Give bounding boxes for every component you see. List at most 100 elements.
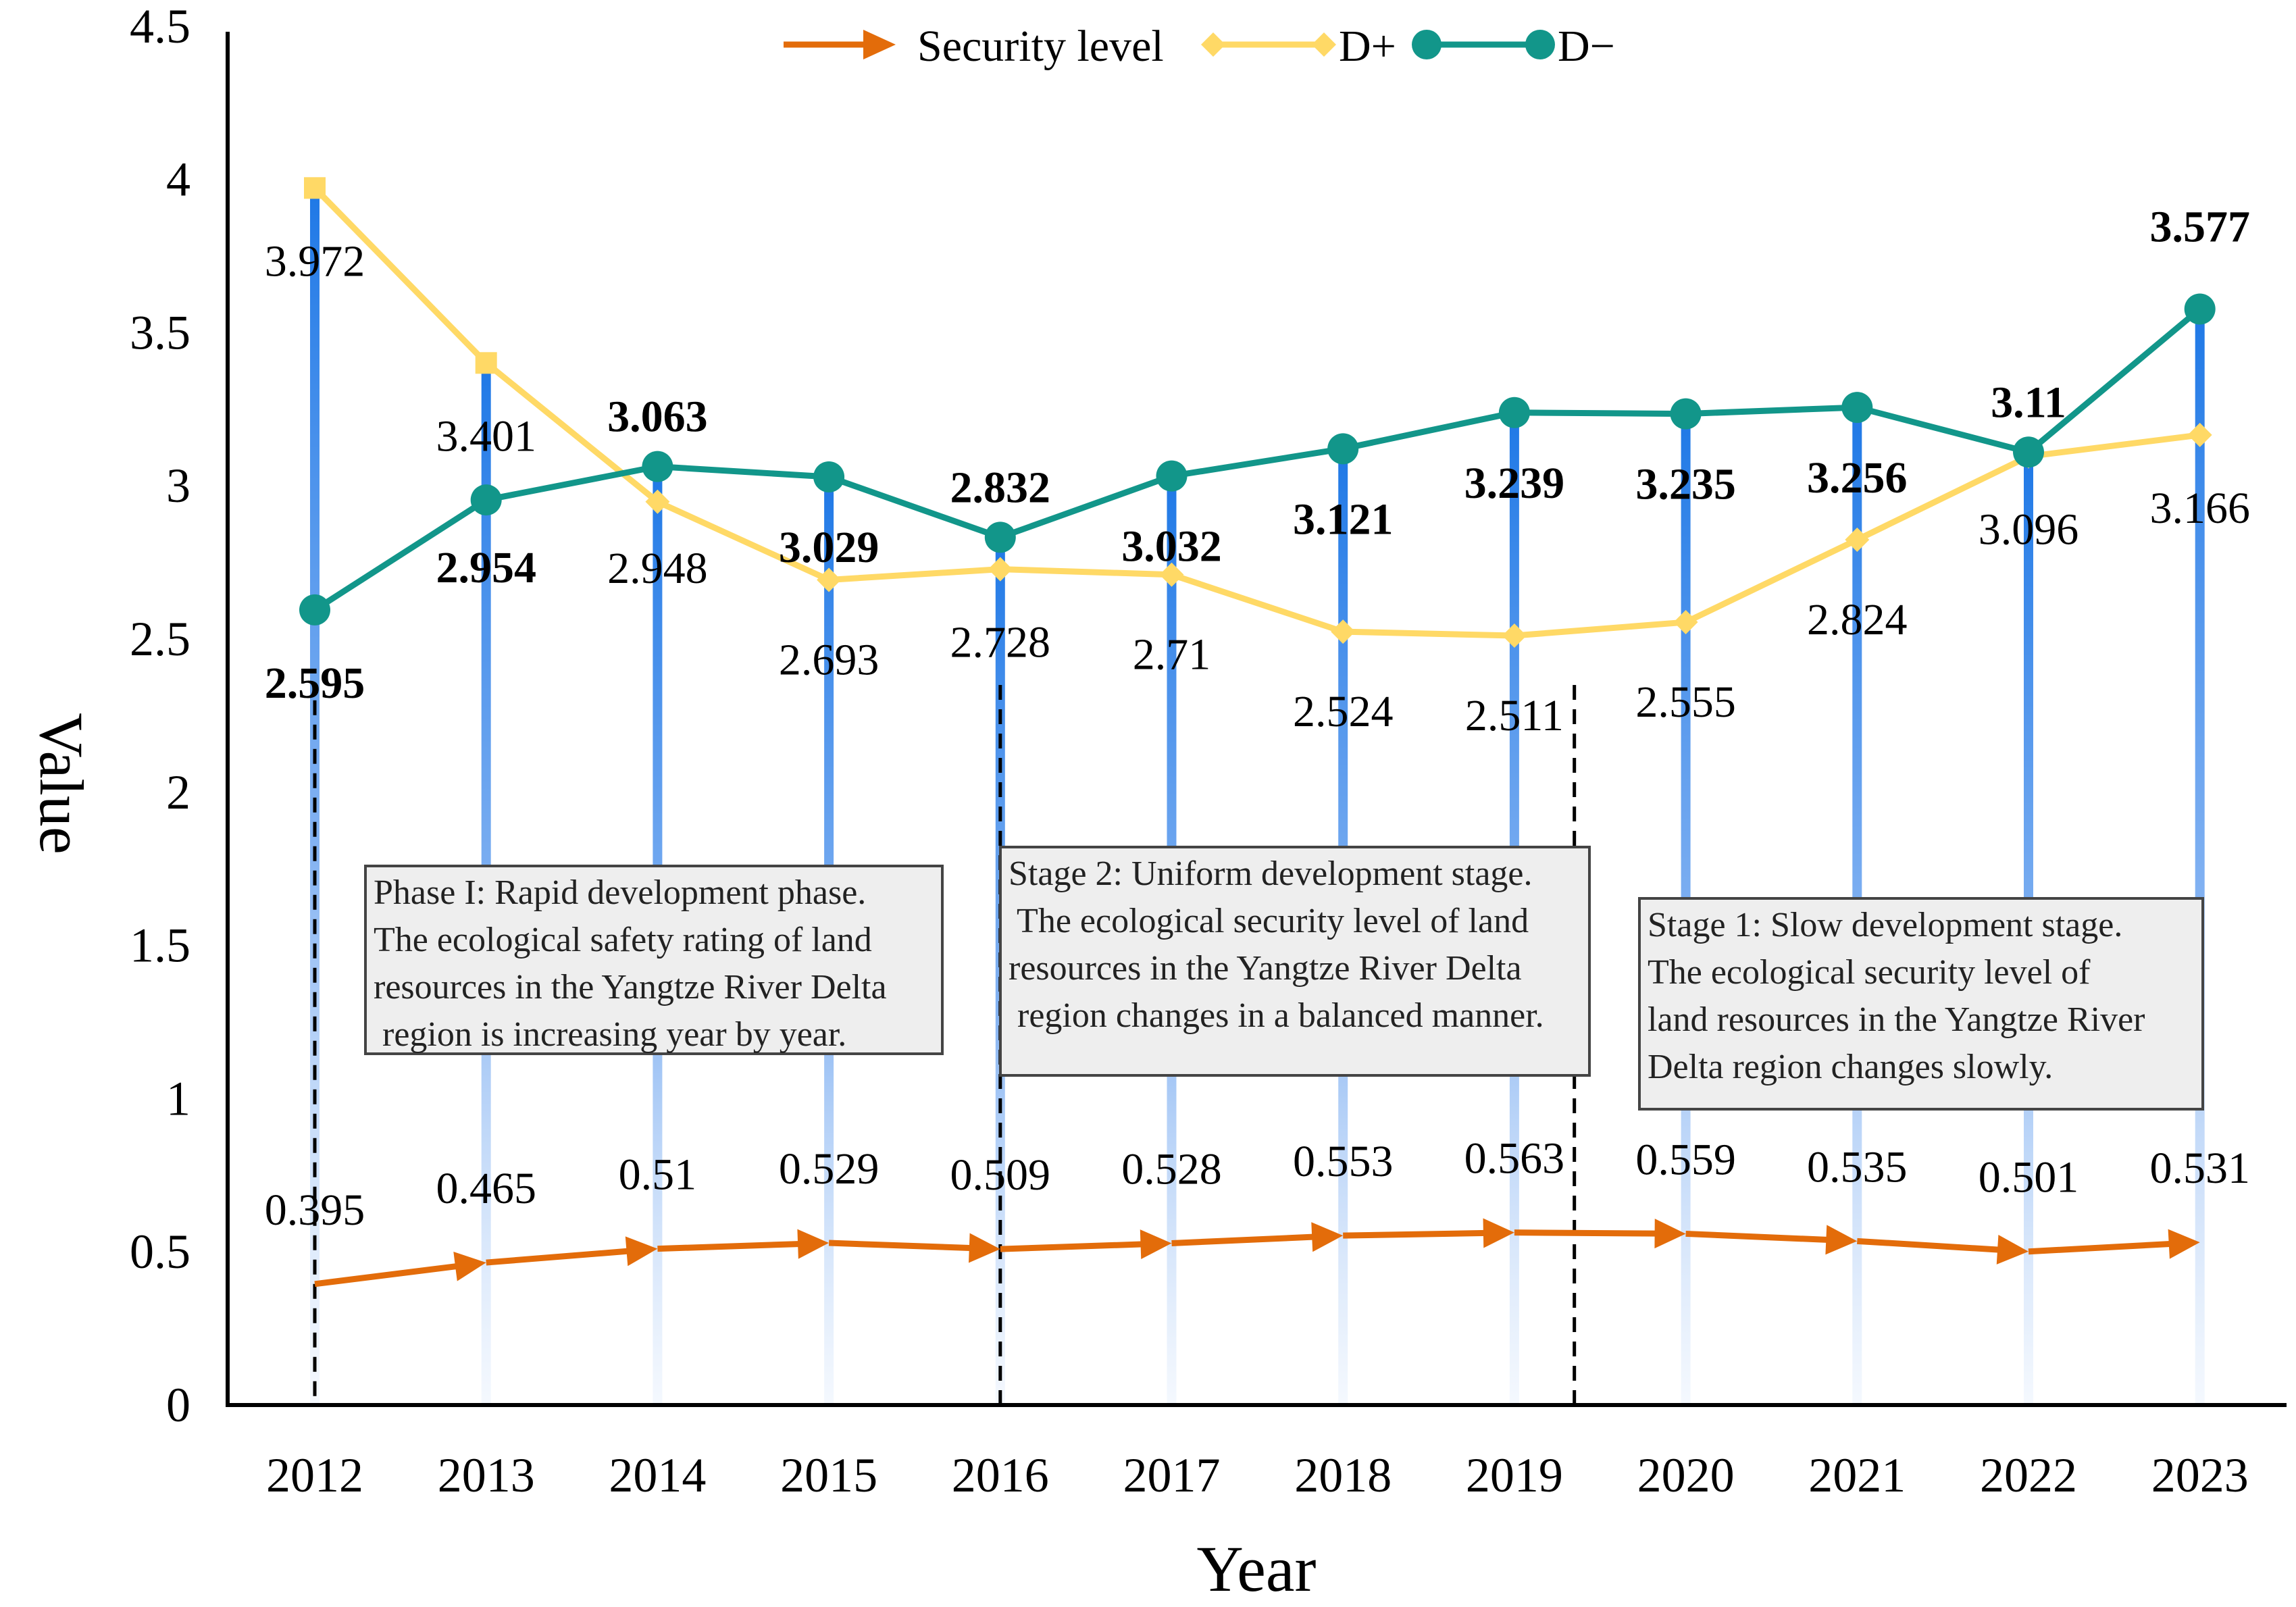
d-minus-marker [470,484,502,516]
security-level-segment [1000,1241,1144,1252]
security-level-arrowhead [797,1229,830,1259]
security-level-arrowhead [453,1251,486,1281]
y-tick-label: 0 [166,1378,190,1432]
annotation-line: The ecological security level of [1648,953,2091,992]
legend-diamond-icon [1201,32,1225,57]
legend: Security level D+ D− [784,22,1615,71]
y-tick-label: 4.5 [130,0,190,53]
security-level-segment [1343,1229,1486,1239]
security-level-segment [1685,1230,1829,1244]
annotation-line: The ecological security level of land [1009,902,1529,940]
d-minus-label: 3.032 [1121,522,1222,571]
d-plus-line [312,186,2201,639]
x-tick-label: 2013 [438,1448,535,1502]
d-plus-marker [817,567,842,592]
annotation-line: The ecological safety rating of land [374,921,872,959]
d-plus-marker [1845,528,1870,553]
d-minus-label: 3.121 [1293,494,1394,544]
annotation-line: Stage 1: Slow development stage. [1648,906,2122,944]
d-plus-label: 2.693 [779,635,879,684]
d-minus-label: 3.256 [1807,453,1908,503]
d-minus-label: 2.595 [265,659,365,708]
security-level-arrowhead [625,1236,658,1267]
d-plus-marker [645,489,670,514]
security-level-arrowhead [1311,1222,1344,1252]
security-level-arrowhead [1825,1225,1858,1255]
d-plus-marker [1331,619,1356,644]
annotation-box: Phase I: Rapid development phase. The eco… [364,865,944,1055]
d-plus-label: 2.555 [1635,678,1736,727]
security-level-label: 0.509 [950,1150,1051,1200]
annotation-line: Phase I: Rapid development phase. [374,873,866,912]
d-plus-label: 2.71 [1133,630,1211,680]
d-minus-marker [1670,398,1702,430]
security-level-label: 0.531 [2149,1144,2250,1193]
y-tick-label: 3.5 [130,305,190,359]
x-tick-label: 2021 [1808,1448,1906,1502]
d-plus-label: 2.824 [1807,595,1908,644]
annotation-line: region is increasing year by year. [374,1015,846,1054]
security-level-segment [1857,1238,2001,1253]
series-lines [299,177,2216,1287]
y-tick-label: 3 [166,459,190,513]
legend-item-security-level[interactable]: Security level [784,22,1164,71]
annotation-box: Stage 2: Uniform development stage. The … [999,846,1591,1077]
annotation-line: Delta region changes slowly. [1648,1048,2053,1086]
annotation-background [364,865,944,1055]
d-minus-marker [2184,293,2216,325]
d-plus-marker [988,557,1013,582]
legend-diamond-icon [1312,32,1336,57]
d-minus-label: 2.832 [950,463,1051,512]
annotation-background [1638,897,2204,1111]
x-tick-label: 2017 [1123,1448,1221,1502]
security-level-label: 0.528 [1121,1144,1222,1194]
d-minus-line [313,307,2202,613]
y-tick-label: 0.5 [130,1225,190,1279]
x-tick-label: 2015 [780,1448,877,1502]
d-plus-marker [1673,610,1698,635]
d-plus-marker [304,177,326,199]
x-tick-label: 2012 [266,1448,363,1502]
d-minus-label: 3.577 [2149,202,2250,251]
x-tick-label: 2020 [1637,1448,1735,1502]
drop-lines [310,188,2205,1406]
security-level-arrowhead [1996,1234,2029,1265]
y-tick-label: 1.5 [130,919,190,973]
security-level-label: 0.563 [1464,1134,1565,1183]
legend-arrow-icon [863,30,896,59]
annotation-line: resources in the Yangtze River Delta [374,968,887,1006]
x-tick-label: 2016 [952,1448,1049,1502]
x-tick-label: 2014 [609,1448,706,1502]
x-tick-label: 2023 [2151,1448,2249,1502]
security-level-label: 0.559 [1635,1135,1736,1184]
legend-item-d-plus[interactable]: D+ [1201,22,1396,71]
d-plus-label: 3.401 [436,411,536,461]
d-minus-label: 3.239 [1464,459,1565,508]
security-level-segment [314,1262,459,1287]
d-plus-marker [1502,623,1527,648]
security-level-segment [1171,1233,1315,1246]
legend-circle-icon [1412,30,1442,59]
d-plus-label: 2.511 [1465,691,1564,740]
security-level-arrowhead [1654,1219,1686,1249]
d-minus-label: 3.029 [779,523,879,572]
axes [226,32,2287,1407]
d-plus-marker [475,352,497,374]
x-axis-title: Year [1197,1533,1317,1605]
x-tick-label: 2019 [1466,1448,1563,1502]
d-minus-label: 3.11 [1991,378,2066,427]
d-minus-marker [1156,460,1188,492]
security-level-label: 0.529 [779,1144,879,1194]
drop-line [310,188,320,1406]
x-tick-labels: 2012 2013 2014 2015 2016 2017 2018 2019 2020 2021… [266,1448,2249,1502]
security-level-segment [2028,1240,2172,1255]
legend-label-d-plus: D+ [1339,22,1396,71]
d-plus-marker [2187,422,2212,447]
d-plus-label: 3.972 [265,236,365,286]
security-level-label: 0.465 [436,1164,536,1213]
phase-annotations: Phase I: Rapid development phase. The eco… [364,846,2204,1111]
annotation-box: Stage 1: Slow development stage. The ecol… [1638,897,2204,1111]
data-labels: 0.395 3.972 2.595 0.465 3.401 2.954 0.51 2.948 3… [265,202,2250,1234]
legend-item-d-minus[interactable]: D− [1412,22,1615,71]
